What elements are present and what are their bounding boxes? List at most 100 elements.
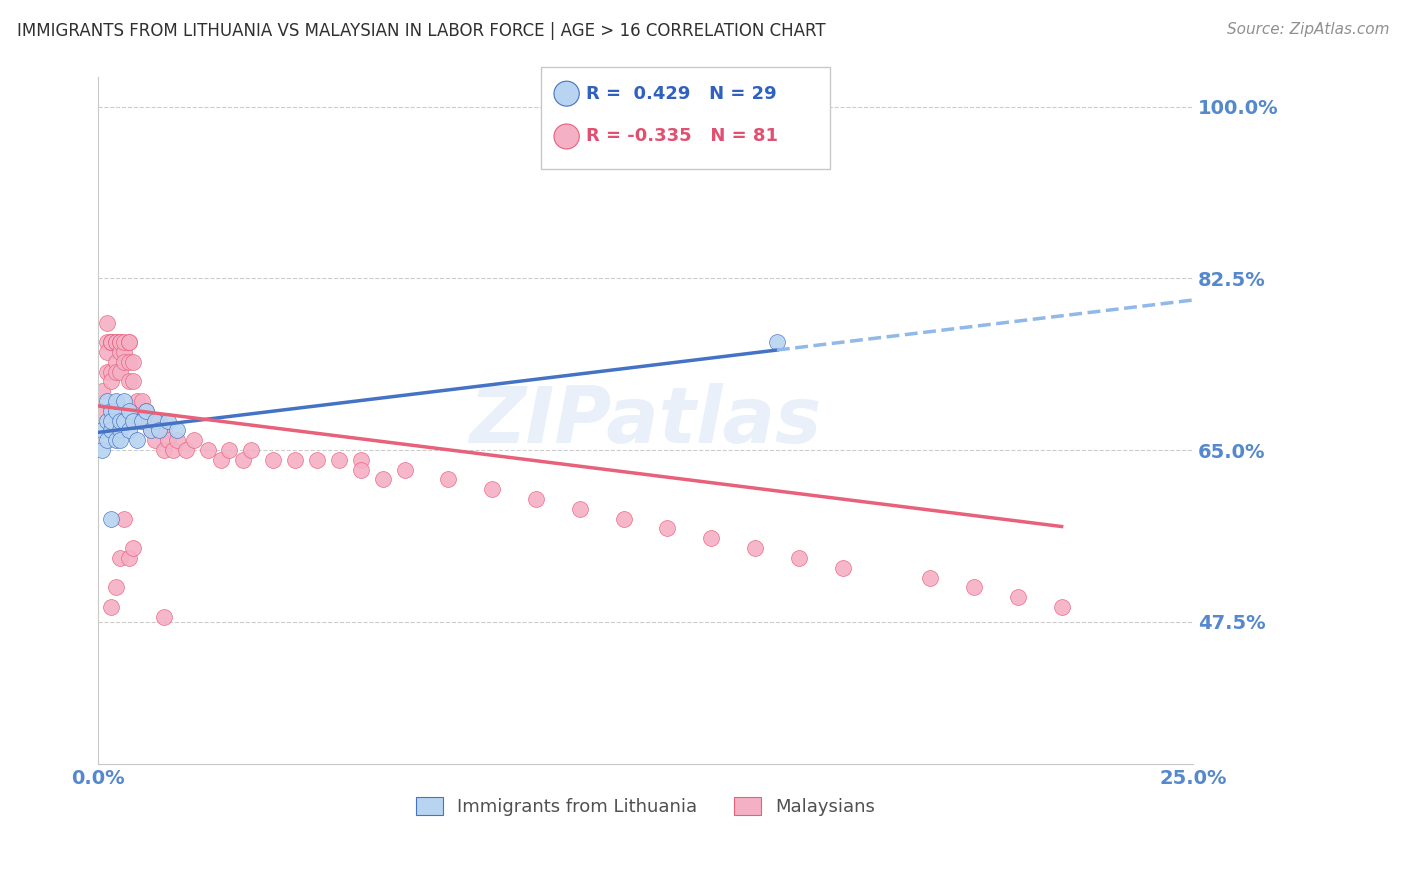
Point (112, 335, 135, 350)
Point (139, 424, 162, 438)
Point (91, 443, 114, 458)
Point (112, 355, 135, 369)
Point (118, 375, 141, 389)
Point (108, 414, 131, 428)
Point (100, 511, 122, 525)
Point (112, 414, 135, 428)
Point (104, 335, 127, 350)
Point (143, 414, 166, 428)
Point (787, 550, 810, 565)
Point (481, 483, 503, 497)
Point (131, 394, 153, 409)
Point (91, 424, 114, 438)
Point (1007, 590, 1029, 604)
Point (108, 365, 131, 379)
Point (122, 355, 145, 369)
Point (100, 404, 122, 418)
Point (284, 453, 307, 467)
Point (166, 424, 188, 438)
Point (135, 404, 157, 418)
Point (118, 424, 141, 438)
Point (700, 531, 723, 545)
Point (100, 335, 122, 350)
Point (524, 492, 547, 507)
Point (394, 463, 416, 477)
Point (963, 580, 986, 594)
Point (112, 394, 135, 409)
Point (371, 473, 394, 487)
Point (152, 424, 174, 438)
Point (91, 384, 114, 399)
Point (118, 550, 141, 565)
Point (91, 404, 114, 418)
Point (108, 424, 131, 438)
Point (108, 345, 131, 359)
Point (104, 365, 127, 379)
Point (118, 355, 141, 369)
Point (166, 434, 188, 448)
Point (148, 424, 170, 438)
Text: Source: ZipAtlas.com: Source: ZipAtlas.com (1226, 22, 1389, 37)
Point (100, 424, 122, 438)
Point (831, 560, 853, 574)
Point (108, 335, 131, 350)
Point (157, 434, 180, 448)
Point (100, 599, 122, 614)
Point (122, 414, 145, 428)
Point (108, 434, 131, 448)
Point (350, 463, 373, 477)
Point (100, 335, 122, 350)
Point (139, 414, 162, 428)
Point (613, 511, 636, 525)
Point (96, 365, 118, 379)
Point (209, 453, 232, 467)
Point (157, 414, 180, 428)
Point (122, 414, 145, 428)
Text: ZIPatlas: ZIPatlas (470, 383, 821, 458)
Point (127, 434, 149, 448)
Point (135, 414, 157, 428)
Point (162, 443, 184, 458)
Point (104, 404, 127, 418)
Point (127, 414, 149, 428)
Point (437, 473, 460, 487)
Point (96, 414, 118, 428)
Point (1050, 599, 1073, 614)
Point (240, 443, 263, 458)
Point (108, 550, 131, 565)
Point (744, 541, 766, 555)
Point (143, 434, 166, 448)
Point (568, 501, 591, 516)
Text: R =  0.429   N = 29: R = 0.429 N = 29 (586, 85, 778, 103)
Point (657, 521, 679, 535)
Point (104, 580, 127, 594)
Point (152, 443, 174, 458)
Point (139, 424, 162, 438)
Text: R = -0.335   N = 81: R = -0.335 N = 81 (586, 128, 779, 145)
Point (100, 375, 122, 389)
Point (96, 316, 118, 330)
Point (218, 443, 240, 458)
Point (118, 335, 141, 350)
Point (174, 443, 197, 458)
Point (232, 453, 254, 467)
Point (127, 394, 149, 409)
Point (766, 335, 789, 350)
Point (104, 355, 127, 369)
Point (108, 335, 131, 350)
Point (328, 453, 350, 467)
Point (920, 570, 942, 584)
Point (197, 443, 219, 458)
Point (131, 414, 153, 428)
Legend: Immigrants from Lithuania, Malaysians: Immigrants from Lithuania, Malaysians (409, 789, 883, 823)
Text: IMMIGRANTS FROM LITHUANIA VS MALAYSIAN IN LABOR FORCE | AGE > 16 CORRELATION CHA: IMMIGRANTS FROM LITHUANIA VS MALAYSIAN I… (17, 22, 825, 40)
Point (96, 335, 118, 350)
Point (100, 335, 122, 350)
Point (104, 434, 127, 448)
Point (100, 365, 122, 379)
Point (112, 511, 135, 525)
Point (131, 414, 153, 428)
Point (100, 414, 122, 428)
Point (143, 414, 166, 428)
Point (350, 453, 373, 467)
